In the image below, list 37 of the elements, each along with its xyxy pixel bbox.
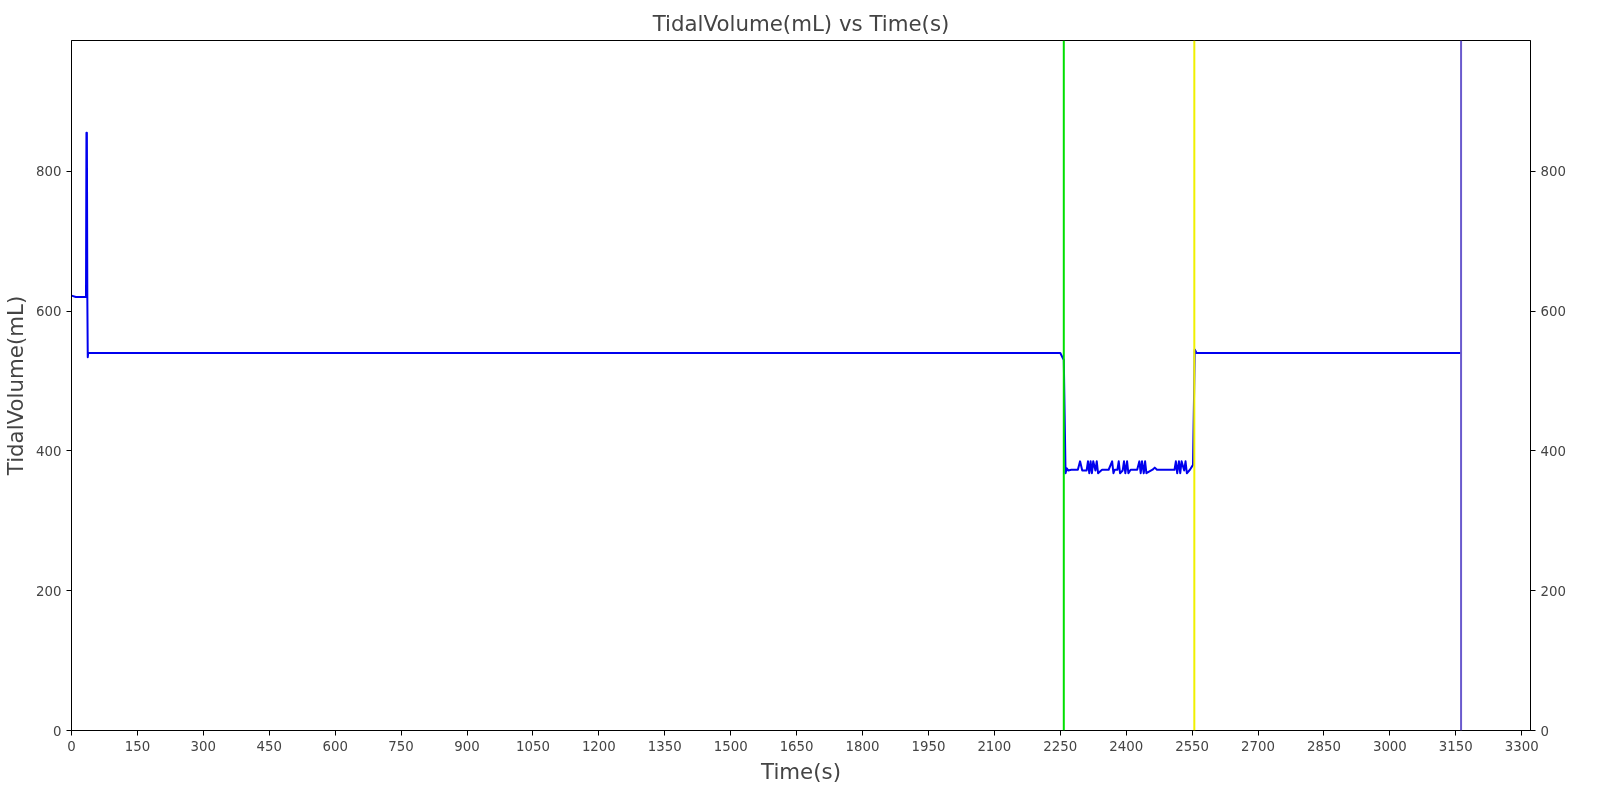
line-series: [71, 131, 1463, 475]
y2-tick-label: 600: [1540, 304, 1566, 320]
x-tick-label: 1350: [647, 738, 682, 754]
y2-tick-label: 200: [1540, 583, 1566, 599]
y-tick-label: 400: [36, 443, 62, 459]
x-axis-title: Time(s): [760, 758, 841, 784]
x-tick-label: 2550: [1175, 738, 1210, 754]
x-tick-label: 1050: [515, 738, 550, 754]
x-tick-label: 1200: [581, 738, 616, 754]
x-tick-label: 1650: [779, 738, 814, 754]
x-tick-label: 1800: [845, 738, 880, 754]
x-tick-label: 1500: [713, 738, 748, 754]
x-tick-label: 2250: [1043, 738, 1078, 754]
chart-title: TidalVolume(mL) vs Time(s): [651, 10, 950, 36]
x-tick-label: 450: [256, 738, 282, 754]
x-tick-label: 2700: [1241, 738, 1275, 754]
y-tick-label: 800: [36, 164, 62, 180]
y-axis-title: TidalVolume(mL): [3, 295, 29, 477]
x-tick-label: 2100: [977, 738, 1012, 754]
x-tick-label: 3150: [1438, 738, 1473, 754]
y2-tick-label: 800: [1540, 164, 1566, 180]
x-tick-label: 900: [454, 738, 480, 754]
y-tick-label: 0: [53, 723, 62, 739]
x-tick-label: 150: [124, 738, 151, 754]
y-tick-label: 600: [36, 304, 62, 320]
x-tick-label: 2850: [1307, 738, 1341, 754]
y2-tick-label: 0: [1540, 723, 1549, 739]
y2-tick-label: 400: [1540, 443, 1566, 459]
x-tick-label: 1950: [911, 738, 946, 754]
x-tick-label: 750: [388, 738, 414, 754]
y-tick-label: 200: [36, 583, 62, 599]
x-tick-label: 3300: [1504, 738, 1539, 754]
x-tick-label: 300: [190, 738, 217, 754]
x-tick-label: 3000: [1372, 738, 1407, 754]
x-tick-label: 2400: [1109, 738, 1144, 754]
x-tick-label: 600: [322, 738, 348, 754]
x-tick-label: 0: [67, 738, 76, 754]
